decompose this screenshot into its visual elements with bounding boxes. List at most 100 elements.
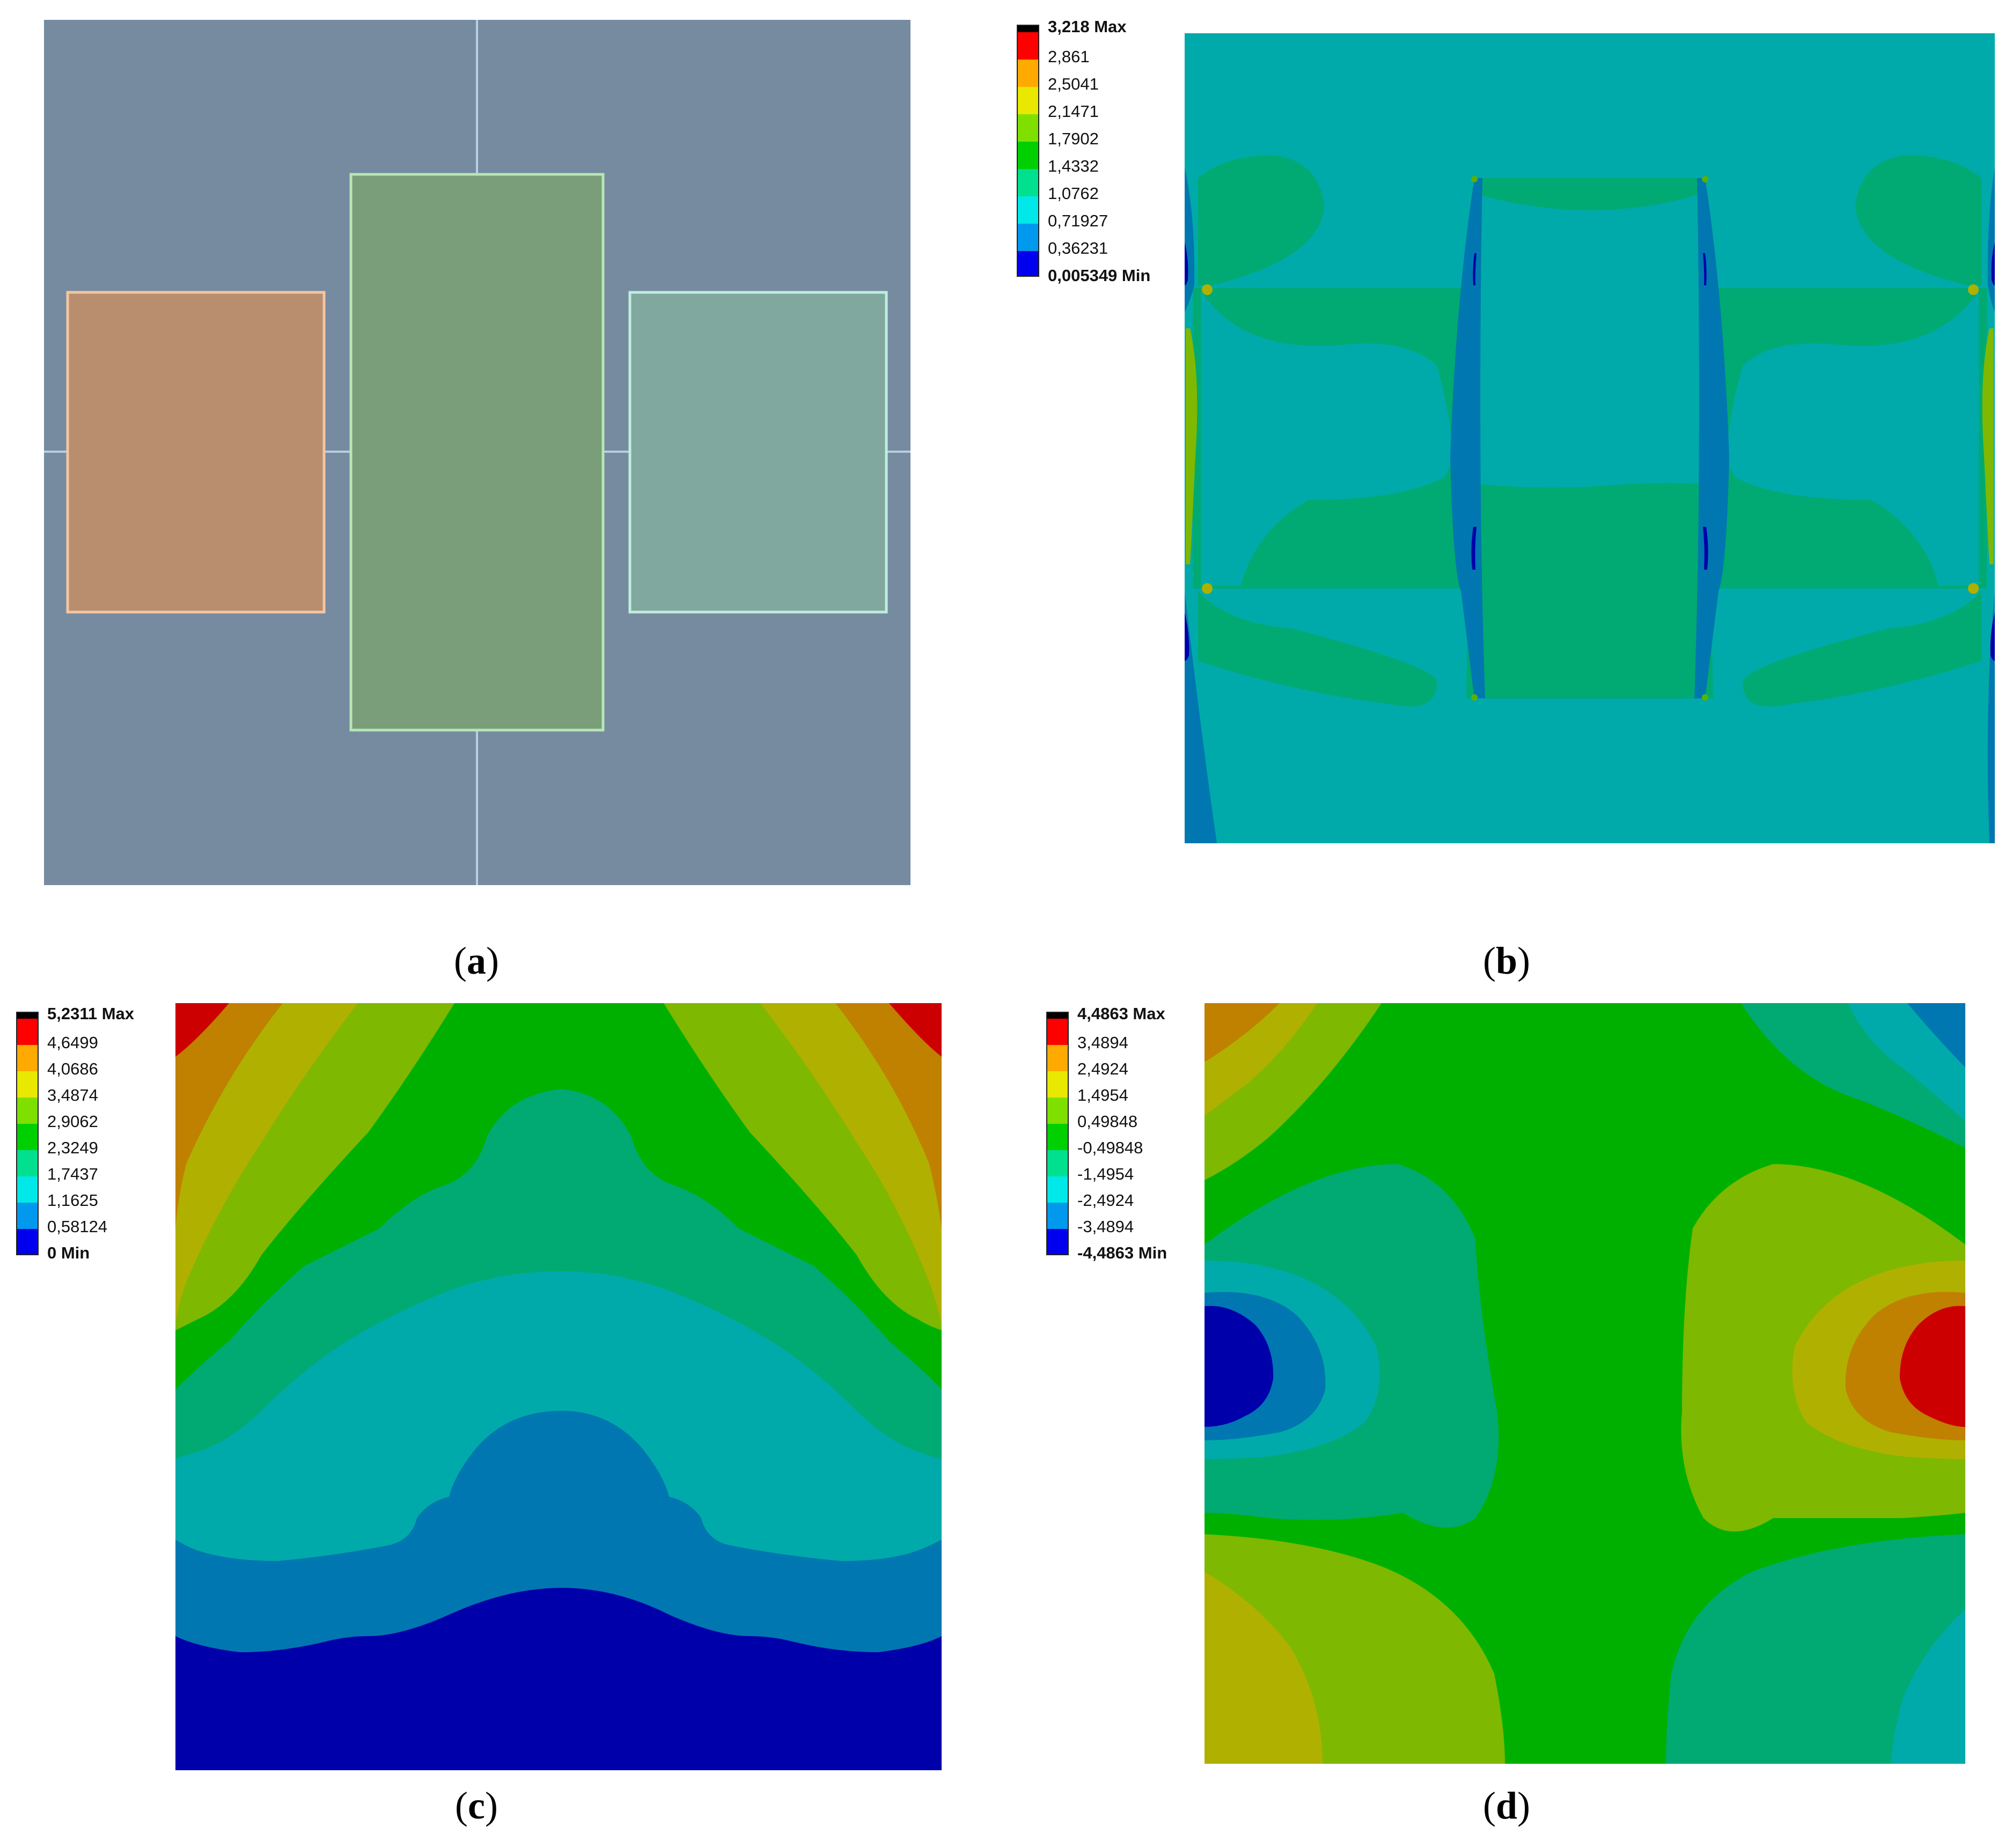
colorbar-segment (1047, 1098, 1068, 1124)
legend-value: 1,4954 (1077, 1086, 1128, 1105)
contour-region (1891, 1609, 1965, 1764)
contour-region (1990, 613, 1995, 661)
legend-value: 1,7437 (47, 1165, 98, 1183)
contour-region (1202, 583, 1213, 594)
contour-region (1185, 242, 1188, 285)
colorbar-segment (1047, 1071, 1068, 1098)
panel-c-caption: (c) (455, 1784, 498, 1827)
legend-value: 2,4924 (1077, 1059, 1128, 1078)
panel-a-right-block (628, 291, 888, 614)
legend-value: 2,861 (1048, 47, 1090, 66)
legend-min-label: -4,4863 Min (1077, 1243, 1167, 1262)
panel-b-contour-plot (1185, 33, 1995, 843)
legend-value: -1,4954 (1077, 1165, 1134, 1183)
colorbar-segment (17, 1176, 38, 1203)
panel-d-caption: (d) (1482, 1784, 1530, 1827)
legend-value: 2,3249 (47, 1138, 98, 1157)
contour-region (1702, 176, 1708, 182)
colorbar-segment (1018, 32, 1038, 60)
legend-value: 1,0762 (1048, 184, 1099, 203)
contour-region (1899, 1306, 1965, 1427)
colorbar-segment (1018, 26, 1038, 32)
colorbar-segment (1018, 60, 1038, 87)
legend-value: 1,4332 (1048, 157, 1099, 175)
panel-d-contour-plot (1205, 1003, 1965, 1764)
contour-region (1477, 194, 1700, 488)
contour-region (1205, 1003, 1280, 1062)
contour-region (1982, 328, 1994, 564)
legend-value: 3,4894 (1077, 1033, 1128, 1052)
contour-region (1201, 291, 1452, 586)
colorbar-segment (17, 1013, 38, 1019)
panel-b-colorbar (1017, 25, 1039, 277)
panel-a-geometry (44, 20, 910, 885)
contour-region (1968, 284, 1979, 295)
contour-region (1907, 1003, 1965, 1067)
contour-region (1694, 178, 1729, 698)
panel-a-left-block (66, 291, 326, 614)
contour-region (1666, 1534, 1965, 1764)
colorbar-segment (17, 1124, 38, 1150)
colorbar-segment (17, 1203, 38, 1229)
colorbar-segment (17, 1098, 38, 1124)
legend-value: 0,49848 (1077, 1112, 1138, 1131)
legend-max-label: 5,2311 Max (47, 1004, 135, 1023)
legend-value: -2,4924 (1077, 1191, 1134, 1210)
legend-value: 4,0686 (47, 1059, 98, 1078)
panel-a-center-block (349, 173, 605, 732)
contour-region (1185, 613, 1189, 661)
legend-value: 1,1625 (47, 1191, 98, 1210)
panel-c-colorbar (16, 1012, 39, 1255)
legend-value: 2,1471 (1048, 102, 1099, 121)
contour-region (1471, 527, 1477, 570)
colorbar-segment (1047, 1229, 1068, 1254)
colorbar-segment (1018, 114, 1038, 142)
contour-region (1471, 176, 1478, 182)
contour-region (1702, 694, 1708, 701)
colorbar-segment (1047, 1150, 1068, 1176)
panel-b-caption: (b) (1482, 939, 1530, 982)
contour-region (1186, 328, 1198, 564)
contour-region (1198, 591, 1437, 706)
contour-region (1968, 583, 1979, 594)
legend-value: 1,7902 (1048, 129, 1099, 148)
legend-value: 3,4874 (47, 1086, 98, 1105)
legend-min-label: 0,005349 Min (1048, 266, 1151, 285)
legend-value: -3,4894 (1077, 1217, 1134, 1236)
contour-region (1703, 527, 1708, 570)
colorbar-segment (17, 1045, 38, 1071)
legend-value: 2,5041 (1048, 75, 1099, 93)
colorbar-segment (1047, 1176, 1068, 1203)
legend-value: 2,9062 (47, 1112, 98, 1131)
legend-value: 0,36231 (1048, 239, 1108, 257)
panel-d-colorbar (1046, 1012, 1069, 1255)
colorbar-segment (1047, 1124, 1068, 1150)
colorbar-segment (1018, 142, 1038, 169)
contour-region (1450, 178, 1485, 698)
colorbar-segment (1018, 87, 1038, 114)
legend-max-label: 3,218 Max (1048, 17, 1127, 36)
contour-region (1198, 155, 1324, 285)
contour-region (1205, 1306, 1274, 1427)
colorbar-segment (17, 1150, 38, 1176)
legend-value: 0,58124 (47, 1217, 108, 1236)
panel-c-contour-plot (175, 1003, 942, 1770)
legend-value: 4,6499 (47, 1033, 98, 1052)
contour-region (1703, 253, 1707, 285)
colorbar-segment (1047, 1019, 1068, 1045)
colorbar-segment (1018, 196, 1038, 224)
contour-region (1202, 284, 1213, 295)
contour-region (1728, 291, 1979, 586)
contour-region (1473, 253, 1477, 285)
legend-value: -0,49848 (1077, 1138, 1143, 1157)
colorbar-segment (17, 1071, 38, 1098)
contour-region (1743, 591, 1981, 706)
contour-region (1185, 591, 1217, 843)
contour-region (1991, 242, 1995, 285)
legend-min-label: 0 Min (47, 1243, 90, 1262)
colorbar-segment (1047, 1203, 1068, 1229)
contour-region (1855, 155, 1981, 285)
contour-region (1471, 694, 1478, 701)
panel-a-caption: (a) (454, 939, 499, 982)
colorbar-segment (1047, 1013, 1068, 1019)
